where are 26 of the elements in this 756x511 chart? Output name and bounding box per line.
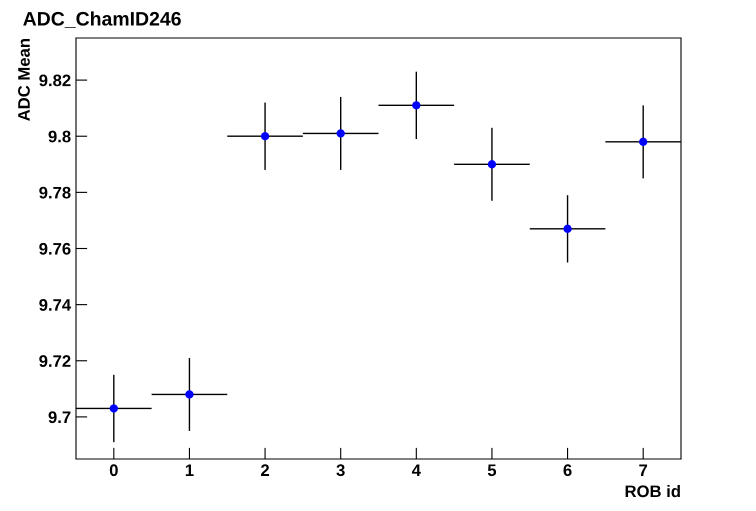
y-tick-label: 9.82 xyxy=(39,74,70,86)
x-tick-label: 7 xyxy=(639,464,648,476)
x-tick-label: 3 xyxy=(336,464,345,476)
point xyxy=(488,160,496,168)
point xyxy=(260,132,270,140)
y-tick-label: 9.74 xyxy=(39,299,72,311)
point xyxy=(639,138,648,146)
y-tick-label: 9.72 xyxy=(39,355,70,367)
y-tick-label: 9.78 xyxy=(39,186,71,199)
point xyxy=(563,224,572,234)
x-tick-label: 1 xyxy=(186,464,194,476)
point xyxy=(110,404,118,413)
y-tick-label: 9.76 xyxy=(39,242,71,255)
point xyxy=(336,129,345,138)
x-tick-label: 5 xyxy=(488,464,496,476)
point xyxy=(412,101,420,110)
x-tick-label: 6 xyxy=(564,464,572,476)
x-tick-label: 4 xyxy=(412,464,421,476)
x-axis-title: ROB id xyxy=(626,484,680,498)
y-tick-label: 9.8 xyxy=(48,130,71,142)
x-tick-label: 2 xyxy=(261,464,270,476)
point xyxy=(185,390,194,399)
y-tick-label: 9.7 xyxy=(48,411,70,424)
x-tick-label: 0 xyxy=(110,464,118,476)
chart-title: ADC_ChamID246 xyxy=(23,11,181,28)
y-axis-title: ADC Mean xyxy=(18,39,30,121)
